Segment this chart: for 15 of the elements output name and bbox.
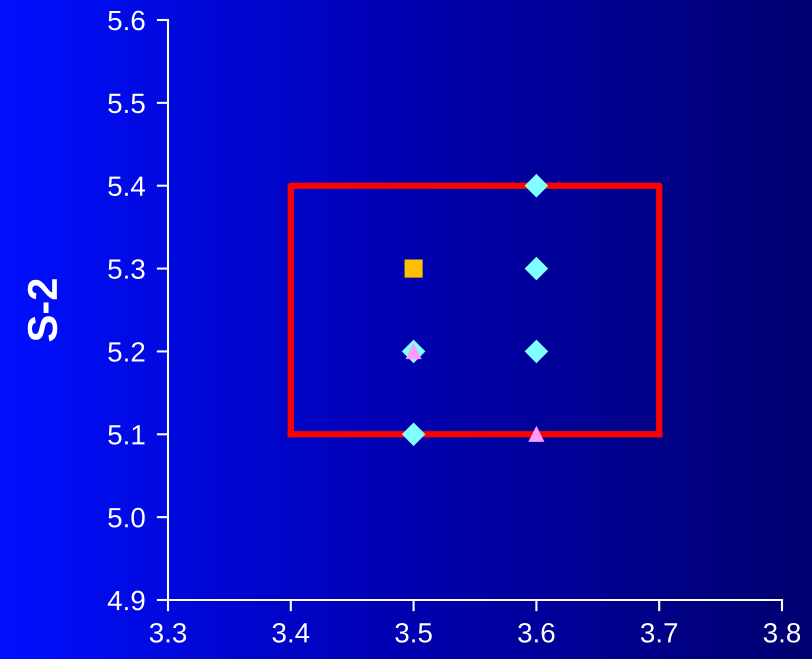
x-tick-label: 3.8 bbox=[764, 622, 800, 643]
x-tick-label: 3.7 bbox=[640, 622, 678, 643]
x-tick-label: 3.3 bbox=[150, 622, 186, 643]
y-tick-label: 5.5 bbox=[108, 94, 145, 114]
y-tick-label: 5.2 bbox=[108, 342, 144, 362]
y-tick-label: 5.4 bbox=[108, 176, 145, 196]
y-axis-title: S-2 bbox=[28, 279, 58, 342]
y-tick-label: 5.1 bbox=[108, 425, 144, 445]
y-tick-label: 5.0 bbox=[108, 508, 145, 528]
y-tick-label: 5.3 bbox=[108, 259, 145, 279]
x-tick-label: 3.4 bbox=[272, 622, 310, 643]
y-tick-label: 5.6 bbox=[108, 10, 145, 30]
y-tick-label: 4.9 bbox=[108, 590, 144, 610]
x-tick-label: 3.6 bbox=[518, 622, 554, 643]
x-tick-label: 3.5 bbox=[395, 622, 432, 643]
